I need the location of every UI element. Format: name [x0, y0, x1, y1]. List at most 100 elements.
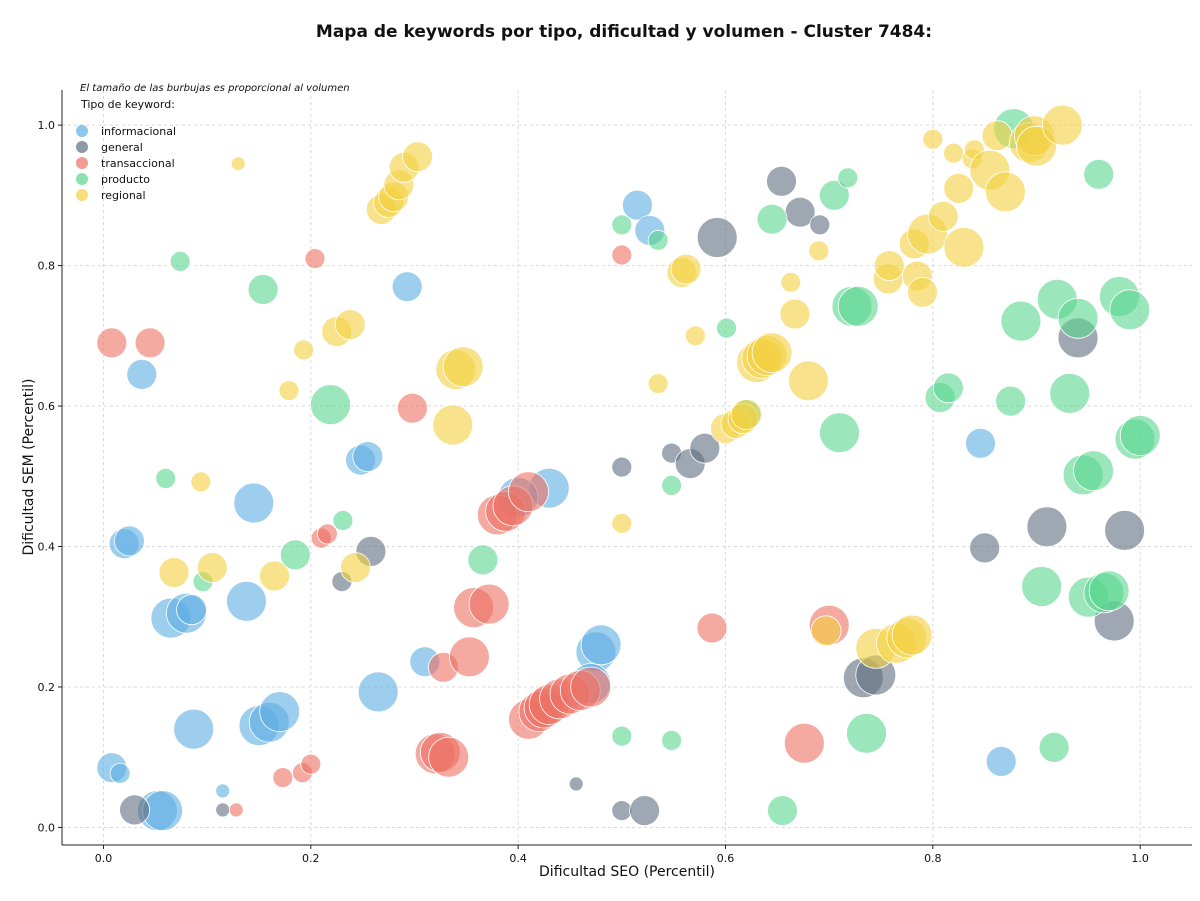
legend-marker-regional — [76, 189, 88, 201]
data-point-producto — [837, 167, 859, 189]
data-point-producto — [1049, 372, 1091, 414]
data-point-informacional — [965, 427, 996, 459]
data-point-producto — [1119, 415, 1161, 456]
data-point-transaccional — [428, 736, 470, 778]
data-point-transaccional — [396, 392, 428, 424]
data-point-producto — [169, 250, 191, 272]
data-point-transaccional — [696, 612, 728, 644]
data-point-producto — [1057, 297, 1099, 339]
data-point-regional — [293, 339, 315, 361]
data-point-general — [696, 217, 738, 258]
data-point-transaccional — [611, 244, 633, 266]
legend-label-transaccional: transaccional — [101, 157, 175, 170]
data-point-producto — [933, 372, 964, 404]
data-point-general — [1026, 506, 1068, 548]
data-point-regional — [788, 360, 829, 402]
x-tick-label: 1.0 — [1131, 852, 1149, 865]
data-point-general — [969, 532, 1001, 564]
data-point-informacional — [126, 358, 158, 390]
data-point-general — [215, 802, 231, 818]
data-point-producto — [818, 179, 850, 211]
data-point-general — [766, 165, 797, 197]
y-tick-label: 0.4 — [38, 541, 56, 554]
y-tick-label: 1.0 — [38, 119, 56, 132]
data-point-regional — [442, 346, 484, 388]
data-point-general — [568, 776, 584, 792]
data-point-producto — [819, 412, 860, 454]
data-point-regional — [927, 200, 959, 232]
legend-marker-informacional — [76, 125, 88, 137]
data-point-informacional — [985, 746, 1017, 777]
bubble-size-note: El tamaño de las burbujas es proporciona… — [80, 83, 350, 94]
data-point-regional — [158, 557, 190, 588]
data-point-producto — [846, 712, 887, 754]
data-point-informacional — [391, 271, 423, 303]
data-point-informacional — [357, 671, 399, 713]
data-point-transaccional — [448, 636, 490, 678]
data-point-regional — [1042, 104, 1083, 146]
data-point-regional — [943, 172, 975, 204]
data-point-regional — [891, 614, 933, 656]
data-point-producto — [1109, 289, 1151, 331]
data-point-producto — [611, 725, 633, 747]
data-point-regional — [730, 399, 762, 430]
data-point-regional — [334, 309, 366, 341]
data-point-producto — [1083, 158, 1115, 190]
y-tick-label: 0.2 — [38, 681, 56, 694]
data-point-informacional — [109, 763, 131, 784]
data-point-transaccional — [783, 722, 825, 764]
data-point-producto — [155, 467, 177, 489]
data-point-transaccional — [304, 248, 326, 270]
data-point-producto — [467, 544, 499, 576]
series-transaccional — [96, 244, 850, 818]
axes — [61, 90, 1192, 846]
data-point-producto — [995, 385, 1026, 417]
data-point-informacional — [226, 580, 267, 622]
data-point-producto — [1038, 732, 1070, 763]
y-axis-label: Dificultad SEM (Percentil) — [21, 379, 37, 556]
data-point-informacional — [233, 482, 275, 524]
data-point-producto — [611, 214, 633, 236]
data-point-producto — [756, 203, 788, 235]
axis-ticks: 0.0 0.2 0.4 0.6 0.8 1.0 0.0 0.2 0.4 0.6 0.8 1.0 — [38, 119, 1149, 865]
x-tick-label: 0.6 — [717, 852, 735, 865]
data-point-regional — [647, 373, 669, 395]
data-point-producto — [310, 384, 351, 426]
grid-lines — [62, 90, 1192, 845]
data-point-producto — [247, 274, 279, 305]
data-point-informacional — [622, 189, 653, 221]
legend-label-regional: regional — [101, 189, 146, 202]
y-tick-label: 0.0 — [38, 821, 56, 834]
data-point-producto — [1088, 570, 1130, 612]
data-point-regional — [873, 250, 905, 282]
data-point-producto — [332, 510, 354, 531]
data-point-regional — [402, 141, 434, 173]
data-point-regional — [780, 271, 802, 293]
series-producto — [155, 108, 1161, 826]
data-point-producto — [661, 730, 682, 751]
data-point-regional — [943, 226, 985, 268]
legend-label-informacional: informacional — [101, 125, 176, 138]
data-point-general — [629, 795, 660, 826]
data-point-general — [689, 432, 721, 464]
data-point-regional — [230, 156, 246, 172]
data-point-informacional — [113, 525, 145, 557]
x-tick-label: 0.2 — [302, 852, 320, 865]
data-point-transaccional — [96, 327, 128, 359]
data-point-informacional — [259, 691, 301, 732]
data-point-informacional — [580, 624, 622, 666]
data-point-regional — [685, 325, 706, 347]
data-point-informacional — [176, 594, 208, 626]
data-point-regional — [278, 380, 300, 402]
data-point-transaccional — [468, 583, 510, 625]
data-point-regional — [943, 142, 964, 164]
legend-marker-general — [76, 141, 88, 153]
series-regional — [158, 104, 1083, 669]
data-point-regional — [779, 298, 811, 330]
data-point-regional — [922, 128, 944, 150]
data-point-informacional — [352, 441, 384, 473]
data-point-regional — [751, 332, 793, 374]
data-point-producto — [661, 474, 682, 496]
data-point-general — [611, 800, 633, 821]
